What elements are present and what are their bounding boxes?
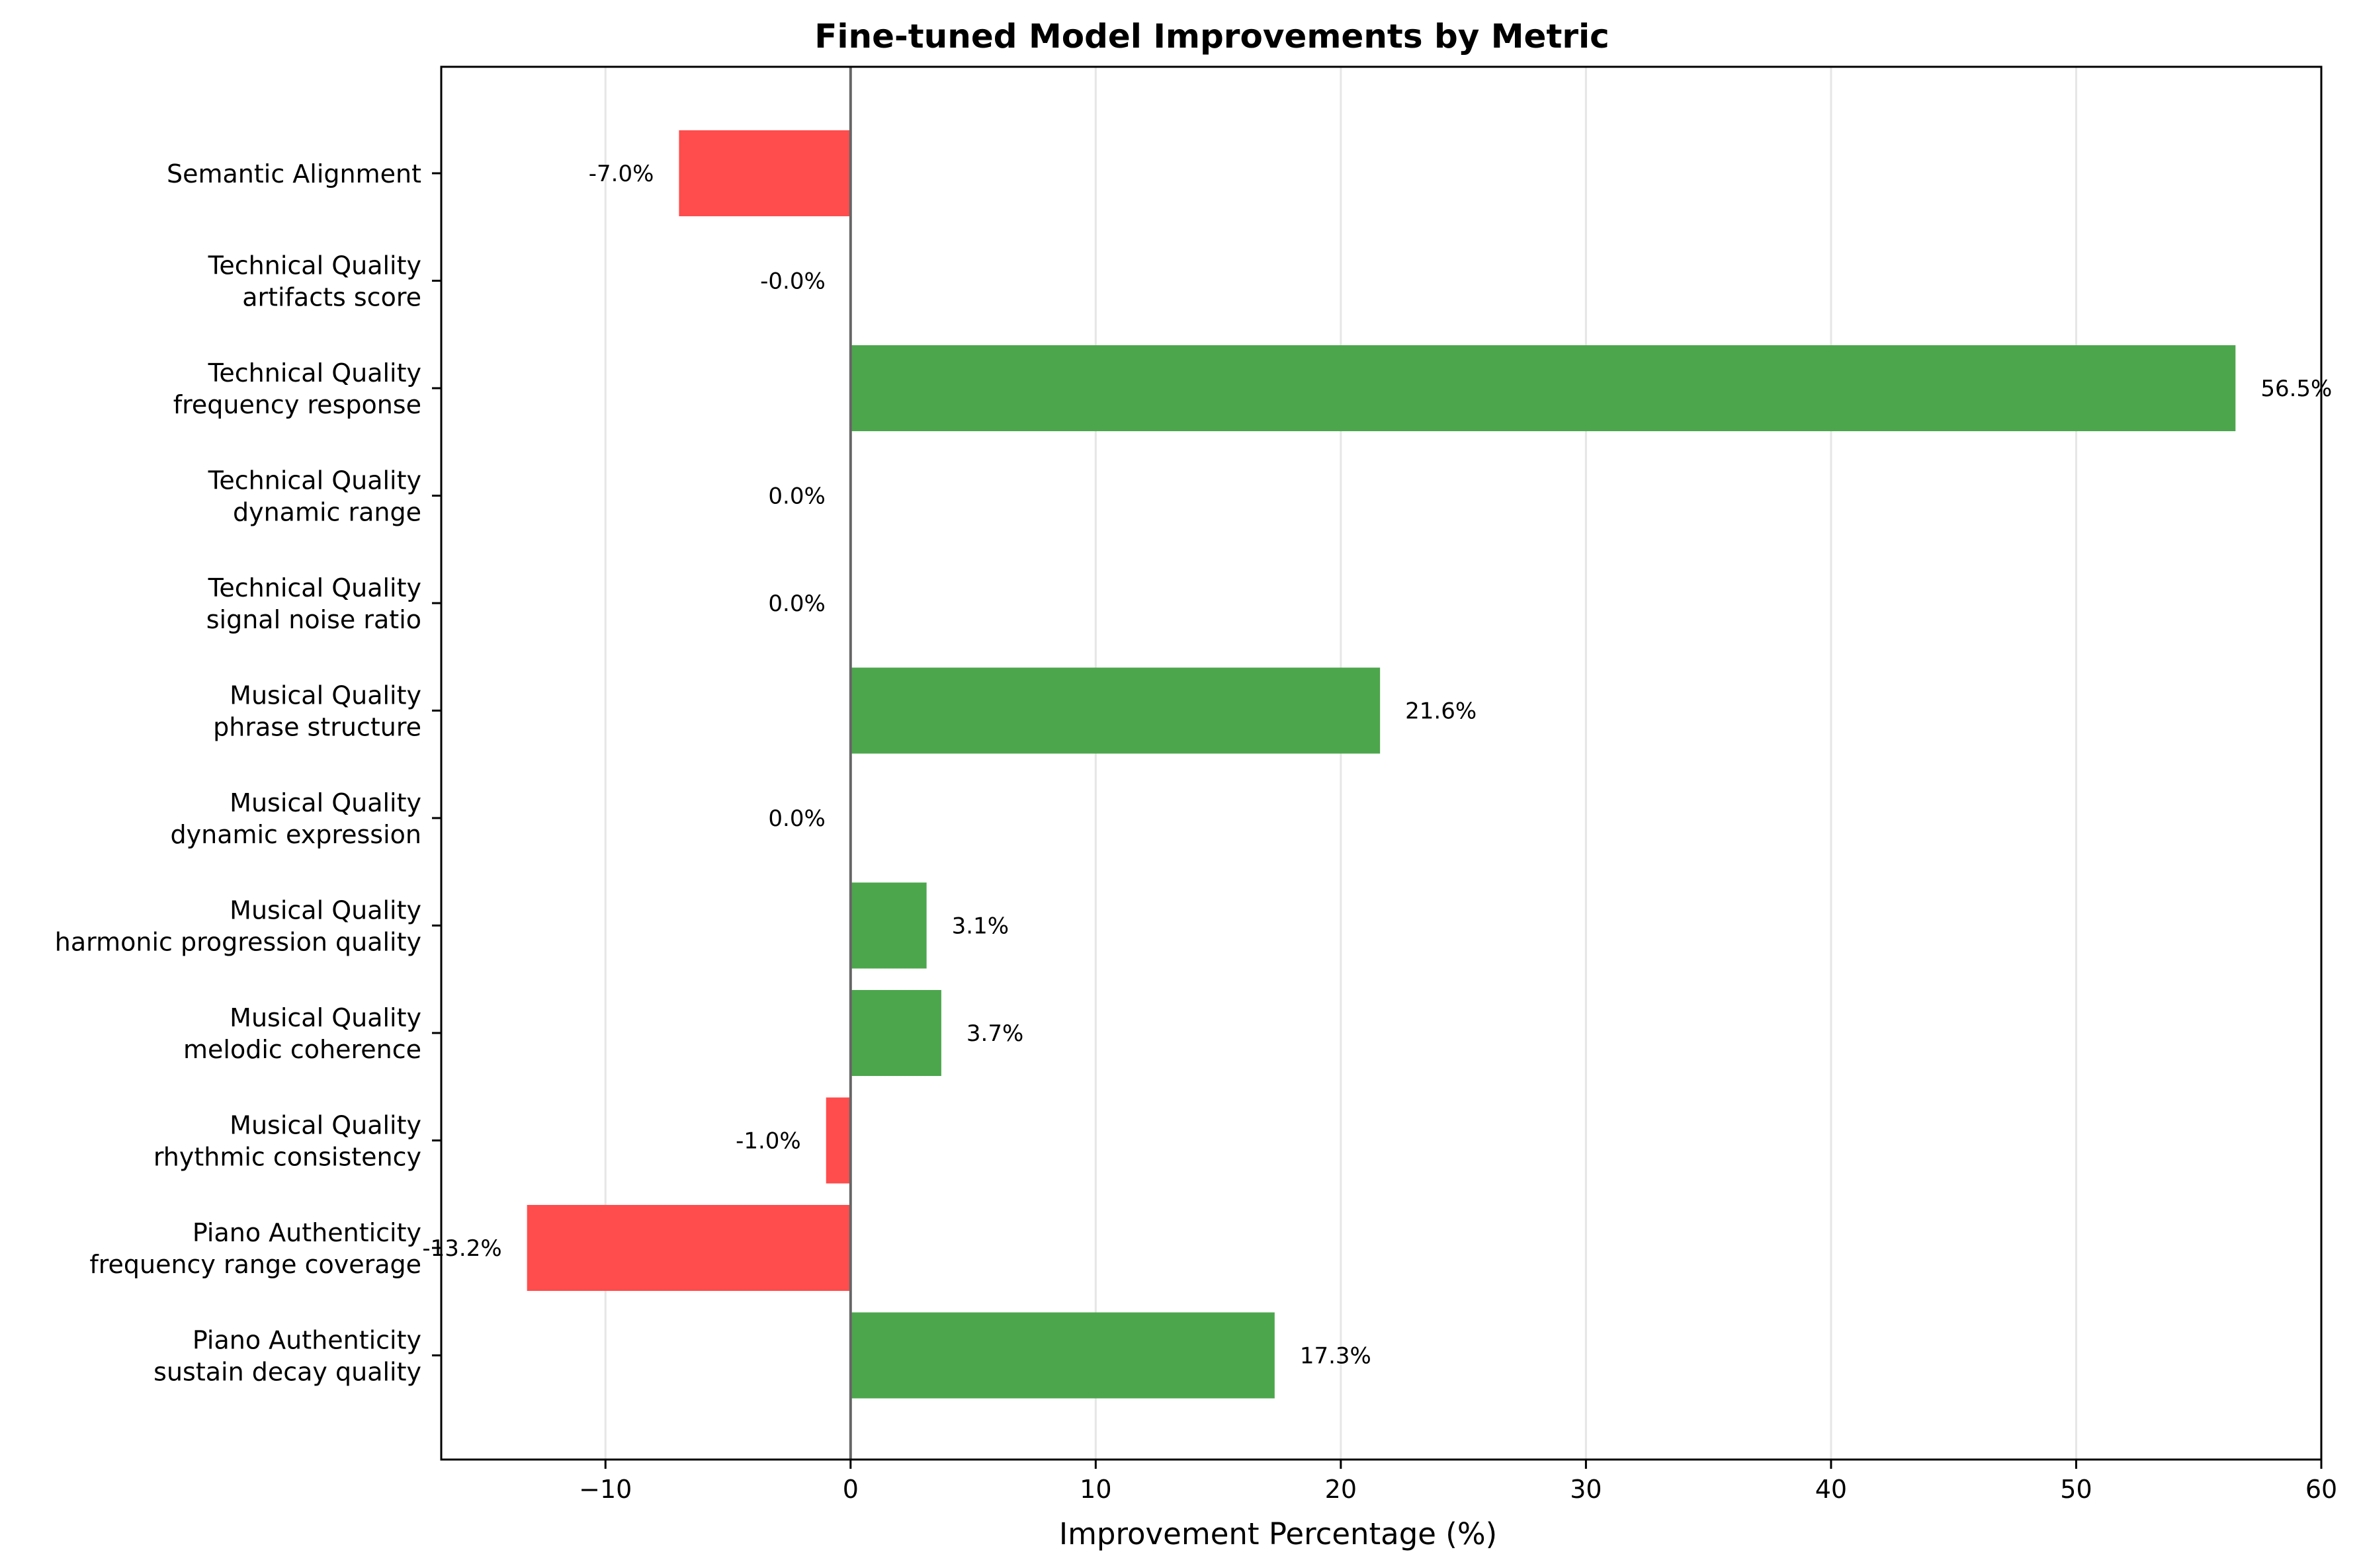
x-tick-label-5: 40 [1815, 1475, 1847, 1504]
plot-border [440, 65, 2323, 1461]
category-label-6-line1: Musical Quality [230, 788, 421, 817]
value-label-11: 17.3% [1300, 1343, 1371, 1370]
x-tick-label-2: 10 [1080, 1475, 1111, 1504]
x-axis-label: Improvement Percentage (%) [1059, 1516, 1497, 1551]
category-label-3-line1: Technical Quality [208, 466, 421, 495]
bar-7 [850, 882, 927, 969]
bars [527, 130, 2236, 1399]
category-label-7-line2: harmonic progression quality [55, 928, 421, 957]
category-label-11-line1: Piano Authenticity [193, 1326, 421, 1355]
category-label-8-line2: melodic coherence [183, 1035, 421, 1064]
value-label-3: 0.0% [768, 483, 825, 510]
value-label-9: -1.0% [736, 1128, 801, 1155]
category-label-5-line1: Musical Quality [230, 681, 421, 710]
category-label-6-line2: dynamic expression [171, 820, 422, 849]
category-label-10-line2: frequency range coverage [89, 1250, 421, 1279]
category-label-9-line2: rhythmic consistency [153, 1143, 421, 1172]
value-label-2: 56.5% [2260, 376, 2332, 402]
x-tick-label-6: 50 [2060, 1475, 2092, 1504]
x-axis: −10 0 10 20 30 40 50 60 [579, 1460, 2337, 1504]
bar-0 [679, 130, 851, 216]
category-label-8-line1: Musical Quality [230, 1003, 421, 1032]
value-label-0: -7.0% [589, 161, 654, 187]
category-label-5-line2: phrase structure [213, 713, 421, 742]
category-label-4-line2: signal noise ratio [206, 605, 421, 634]
category-label-9-line1: Musical Quality [230, 1111, 421, 1140]
value-label-10: -13.2% [422, 1235, 501, 1262]
value-labels: -7.0% -0.0% 56.5% 0.0% 0.0% 21.6% 0.0% 3.1% 3.7%… [422, 161, 2332, 1370]
bar-11 [850, 1312, 1275, 1399]
category-label-4-line1: Technical Quality [208, 573, 421, 602]
category-label-11-line2: sustain decay quality [153, 1358, 421, 1387]
value-label-6: 0.0% [768, 805, 825, 832]
x-tick-label-3: 20 [1325, 1475, 1357, 1504]
x-tick-label-1: 0 [843, 1475, 859, 1504]
bar-10 [527, 1205, 851, 1291]
category-label-2-line2: frequency response [173, 390, 421, 419]
x-tick-label-0: −10 [579, 1475, 632, 1504]
bar-8 [850, 990, 941, 1076]
plot-frame [440, 65, 2323, 1461]
category-label-1-line1: Technical Quality [208, 251, 421, 280]
category-label-10-line1: Piano Authenticity [193, 1218, 421, 1247]
value-label-1: -0.0% [760, 268, 826, 295]
value-label-5: 21.6% [1405, 698, 1477, 725]
value-label-8: 3.7% [966, 1020, 1023, 1047]
category-label-7-line1: Musical Quality [230, 896, 421, 925]
bar-5 [850, 667, 1381, 754]
bar-9 [826, 1097, 851, 1184]
bar-2 [850, 345, 2236, 431]
x-tick-label-4: 30 [1570, 1475, 1602, 1504]
y-axis: Semantic Alignment Technical Quality artif… [55, 159, 441, 1387]
chart-title: Fine-tuned Model Improvements by Metric [814, 17, 1609, 56]
value-label-7: 3.1% [952, 913, 1009, 940]
category-label-1-line2: artifacts score [242, 283, 421, 312]
category-label-0: Semantic Alignment [167, 159, 421, 188]
value-label-4: 0.0% [768, 591, 825, 617]
category-label-3-line2: dynamic range [233, 498, 421, 527]
category-label-2-line1: Technical Quality [208, 358, 421, 388]
x-tick-label-7: 60 [2305, 1475, 2337, 1504]
